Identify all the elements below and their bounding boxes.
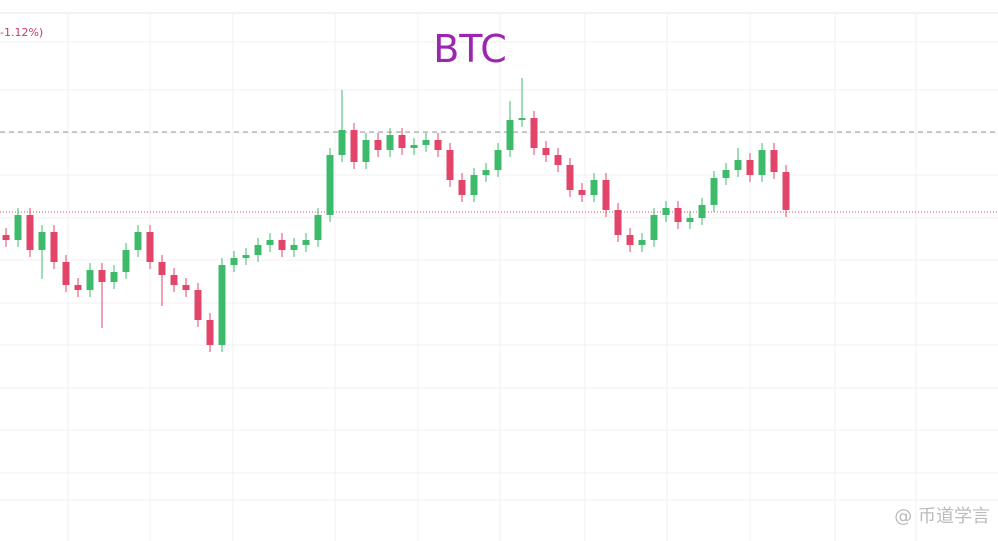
candle-body [134, 232, 142, 250]
candle-body [518, 118, 526, 120]
candle-body [482, 170, 490, 175]
candle-body [554, 155, 562, 165]
chart-title: BTC [433, 27, 507, 71]
candle-body [62, 262, 70, 285]
candle-body [158, 262, 166, 275]
candle-body [722, 170, 730, 178]
candle-body [314, 215, 322, 240]
candle-body [674, 208, 682, 222]
candle-body [758, 150, 766, 175]
candle-body [398, 135, 406, 148]
candle-body [278, 240, 286, 250]
candle-body [350, 130, 358, 162]
candle-body [206, 320, 214, 345]
candle-body [746, 160, 754, 175]
candle-body [734, 160, 742, 170]
change-label: -1.12%) [0, 26, 43, 39]
candle-body [578, 190, 586, 195]
candle-body [662, 208, 670, 215]
candle-body [74, 285, 82, 290]
candle-body [542, 148, 550, 155]
candle-body [14, 215, 22, 240]
candle-body [146, 232, 154, 262]
candle-body [362, 140, 370, 162]
candle-body [686, 218, 694, 222]
candle-body [494, 150, 502, 170]
candle-body [254, 245, 262, 255]
candle-body [782, 172, 790, 210]
candle-body [110, 272, 118, 282]
candle-body [458, 180, 466, 195]
candle-body [710, 178, 718, 205]
candle-body [566, 165, 574, 190]
candle-body [290, 245, 298, 250]
candle-body [230, 258, 238, 265]
candle-body [218, 265, 226, 345]
candle-body [446, 150, 454, 180]
candle-body [698, 205, 706, 218]
candle-body [530, 118, 538, 148]
candle-body [386, 135, 394, 150]
candle-body [338, 130, 346, 155]
candle-body [590, 180, 598, 195]
candle-body [650, 215, 658, 240]
candle-body [98, 270, 106, 282]
candle-body [2, 235, 10, 240]
candle-body [638, 240, 646, 245]
candle-body [626, 235, 634, 245]
candle-body [242, 255, 250, 258]
candle-body [374, 140, 382, 150]
candle-body [602, 180, 610, 210]
candle-body [410, 145, 418, 148]
candle-body [266, 240, 274, 245]
candle-body [326, 155, 334, 215]
candle-body [614, 210, 622, 235]
grid [0, 14, 998, 541]
candle-body [26, 215, 34, 250]
candle-body [194, 290, 202, 320]
watermark: @ 币道学言 [894, 506, 990, 527]
candle-body [422, 140, 430, 145]
candle-body [770, 150, 778, 172]
candle-body [470, 175, 478, 195]
candle-body [302, 240, 310, 245]
candle-body [170, 275, 178, 285]
candle-body [182, 285, 190, 290]
candle-body [434, 140, 442, 150]
candle-body [50, 232, 58, 262]
candle-body [86, 270, 94, 290]
candle-body [38, 232, 46, 250]
candle-body [506, 120, 514, 150]
candle-body [122, 250, 130, 272]
